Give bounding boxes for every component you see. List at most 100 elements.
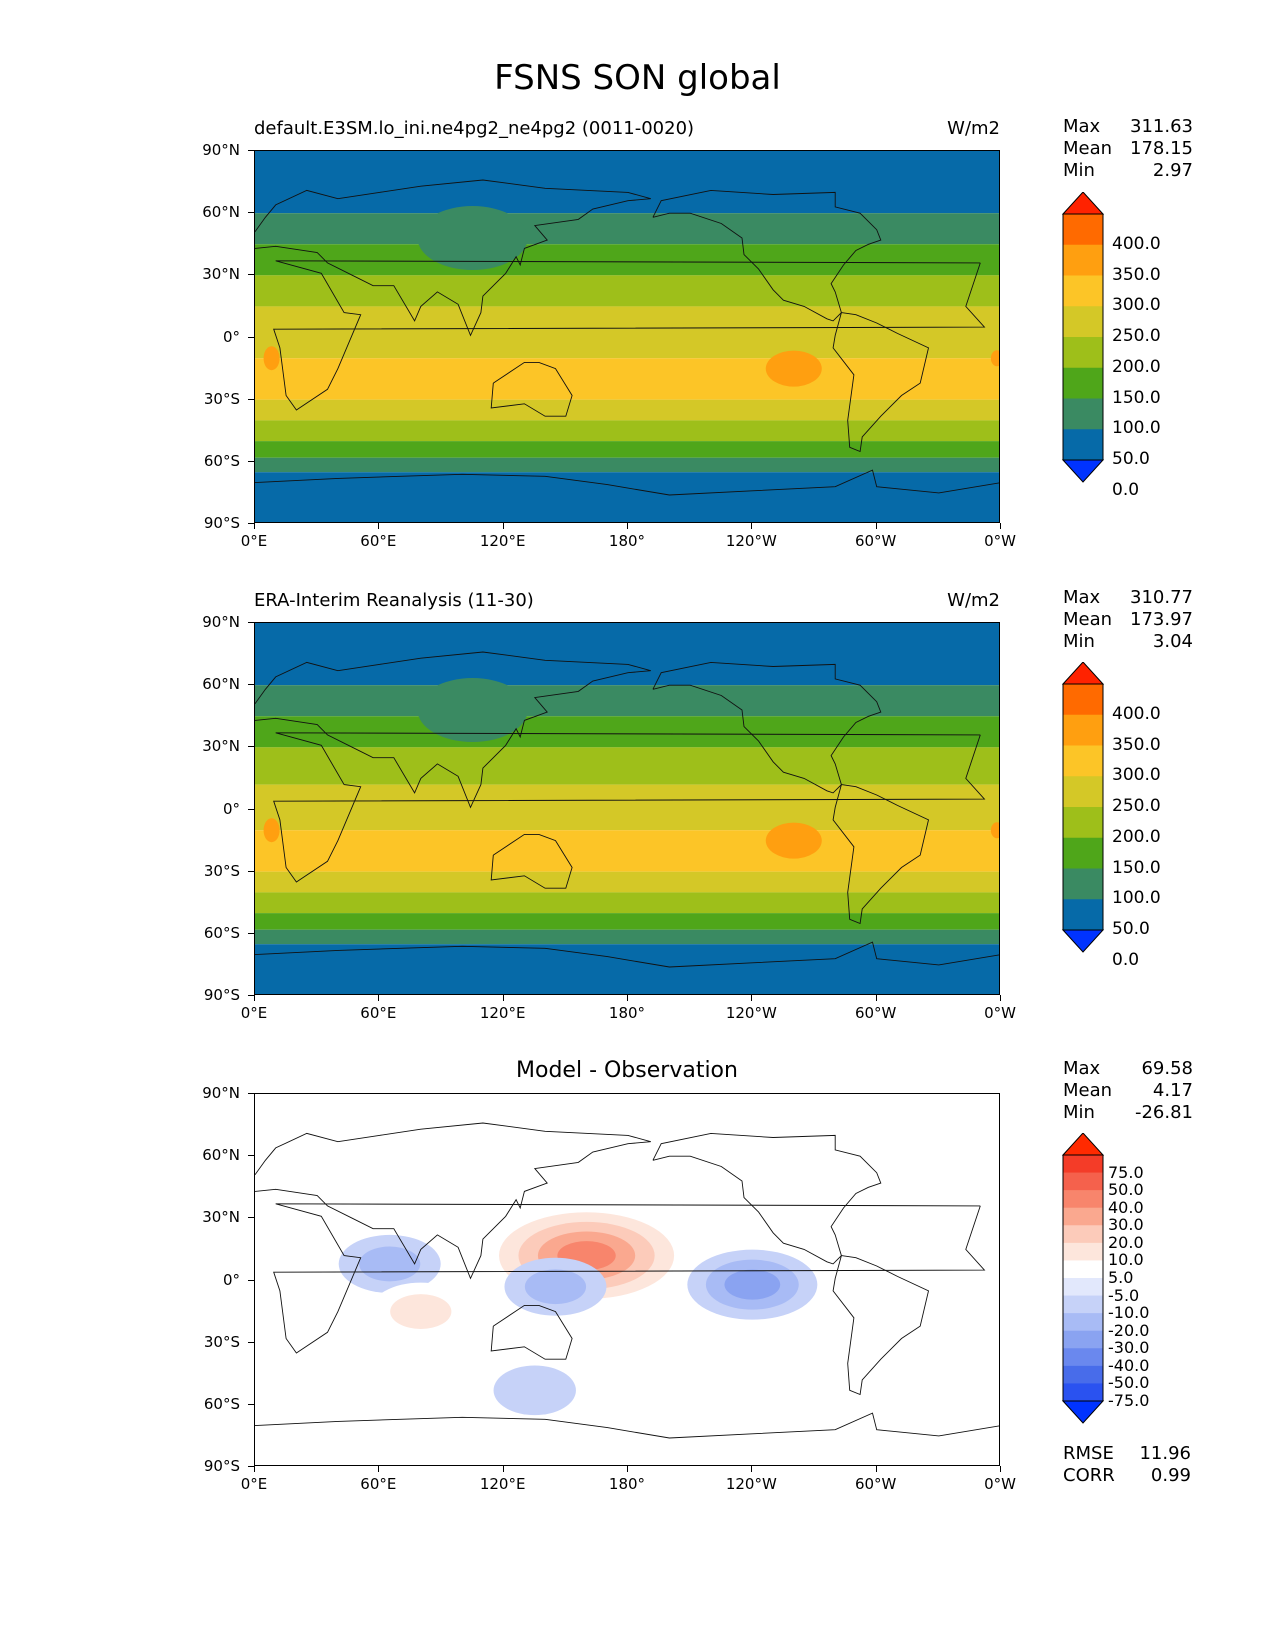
field-band bbox=[255, 472, 999, 522]
y-tick bbox=[248, 274, 254, 276]
field-minimum bbox=[417, 678, 528, 743]
field-band bbox=[255, 685, 999, 717]
y-tick-label: 90°N bbox=[202, 1084, 240, 1102]
x-tick-label: 0°W bbox=[984, 1004, 1016, 1022]
colorbar-segment bbox=[1063, 899, 1103, 931]
coastline bbox=[255, 651, 651, 809]
colorbar-tick-label: 100.0 bbox=[1112, 888, 1161, 909]
x-tick-label: 0°W bbox=[984, 1475, 1016, 1493]
mean-value: 173.97 bbox=[1130, 609, 1193, 630]
colorbar-tick-label: 5.0 bbox=[1108, 1268, 1134, 1287]
field-maximum bbox=[263, 346, 280, 371]
y-tick bbox=[248, 1341, 254, 1343]
anomaly-contour bbox=[788, 1346, 883, 1401]
colorbar-tick-label: 50.0 bbox=[1108, 1180, 1144, 1200]
anomaly-contour bbox=[524, 1269, 587, 1305]
mean-label: Mean bbox=[1063, 1080, 1113, 1101]
colorbar-tick-label: 30.0 bbox=[1108, 1215, 1144, 1235]
colorbar-segment bbox=[1063, 1190, 1103, 1209]
panel1-colorbar bbox=[1061, 192, 1105, 483]
field-band bbox=[255, 275, 999, 307]
colorbar-segment bbox=[1063, 1260, 1103, 1279]
y-tick bbox=[248, 1217, 254, 1219]
y-tick bbox=[248, 746, 254, 748]
x-tick bbox=[502, 1466, 504, 1472]
min-value: -26.81 bbox=[1134, 1102, 1193, 1123]
x-tick bbox=[1000, 995, 1001, 1001]
colorbar-tick-label: 350.0 bbox=[1112, 264, 1161, 285]
panel2-stats: Max 310.77 Mean 173.97 Min 3.04 bbox=[1063, 587, 1193, 653]
y-tick-label: 90°S bbox=[203, 1457, 240, 1475]
field-band bbox=[255, 871, 999, 893]
colorbar-tick-label: 250.0 bbox=[1112, 796, 1161, 816]
colorbar-tick-label: 50.0 bbox=[1112, 449, 1150, 469]
colorbar-segment bbox=[1063, 1172, 1103, 1191]
field-maximum bbox=[263, 818, 280, 843]
max-value: 311.63 bbox=[1130, 116, 1193, 137]
max-label: Max bbox=[1063, 587, 1101, 608]
y-tick-label: 0° bbox=[222, 799, 240, 818]
x-tick bbox=[502, 523, 504, 529]
colorbar-segment bbox=[1063, 1330, 1103, 1349]
panel1-stats: Max 311.63 Mean 178.15 Min 2.97 bbox=[1063, 116, 1193, 182]
y-tick-label: 60°S bbox=[203, 923, 240, 942]
coastline bbox=[273, 732, 986, 883]
field-band bbox=[255, 441, 999, 458]
y-tick bbox=[248, 622, 254, 623]
field-maximum bbox=[990, 822, 999, 839]
field-band bbox=[255, 306, 999, 359]
max-value: 69.58 bbox=[1141, 1058, 1193, 1079]
y-tick-label: 30°S bbox=[203, 861, 240, 880]
field-band bbox=[255, 892, 999, 914]
coastline bbox=[832, 1255, 930, 1396]
x-tick-label: 0°E bbox=[240, 1004, 268, 1022]
colorbar-tick-label: 50.0 bbox=[1112, 919, 1150, 939]
x-tick bbox=[751, 523, 753, 529]
x-tick-label: 180° bbox=[608, 532, 646, 550]
y-tick bbox=[248, 460, 254, 462]
colorbar-tick-label: 40.0 bbox=[1108, 1197, 1144, 1217]
colorbar-segment bbox=[1063, 745, 1103, 777]
x-tick-label: 180° bbox=[608, 1475, 646, 1493]
x-tick bbox=[1000, 1466, 1001, 1472]
max-label: Max bbox=[1063, 1058, 1101, 1079]
coastline bbox=[490, 1304, 573, 1360]
coastline bbox=[652, 1132, 882, 1265]
x-tick bbox=[378, 1466, 380, 1472]
x-tick bbox=[875, 995, 877, 1001]
coastline bbox=[490, 361, 573, 417]
colorbar-extend-min bbox=[1061, 1400, 1105, 1424]
coastlines bbox=[255, 651, 999, 968]
x-tick bbox=[751, 995, 753, 1001]
colorbar-tick-label: -50.0 bbox=[1108, 1373, 1150, 1393]
colorbar-tick-label: -30.0 bbox=[1108, 1338, 1150, 1358]
colorbar-tick-label: -40.0 bbox=[1108, 1355, 1150, 1375]
colorbar-segment bbox=[1063, 1155, 1103, 1174]
colorbar-frame bbox=[1062, 1154, 1104, 1402]
colorbar-segment bbox=[1063, 275, 1103, 307]
colorbar-tick-label: 0.0 bbox=[1112, 479, 1140, 500]
colorbar-tick-label: 75.0 bbox=[1108, 1162, 1144, 1182]
x-tick-label: 120°W bbox=[725, 532, 777, 550]
colorbar-tick-label: 200.0 bbox=[1112, 356, 1161, 377]
colorbar-segment bbox=[1063, 214, 1103, 246]
anomaly-contour bbox=[829, 1170, 924, 1225]
y-tick bbox=[248, 808, 254, 810]
panel3-title: Model - Observation bbox=[516, 1058, 738, 1083]
colorbar-segment bbox=[1063, 429, 1103, 461]
x-tick bbox=[627, 995, 628, 1001]
y-tick bbox=[248, 684, 254, 686]
colorbar-segment bbox=[1063, 1225, 1103, 1244]
y-tick-label: 0° bbox=[222, 1270, 240, 1289]
field-band bbox=[255, 830, 999, 872]
field-band bbox=[255, 913, 999, 930]
corr-label: CORR bbox=[1063, 1465, 1115, 1486]
anomaly-contour bbox=[390, 1294, 452, 1329]
panel1-map bbox=[254, 150, 1000, 523]
colorbar-tick-label: 200.0 bbox=[1112, 826, 1161, 847]
colorbar-segment bbox=[1063, 1207, 1103, 1226]
coastline bbox=[255, 941, 999, 968]
colorbar-tick-label: 10.0 bbox=[1108, 1250, 1144, 1270]
coastlines bbox=[255, 179, 999, 496]
colorbar-frame bbox=[1062, 213, 1104, 461]
